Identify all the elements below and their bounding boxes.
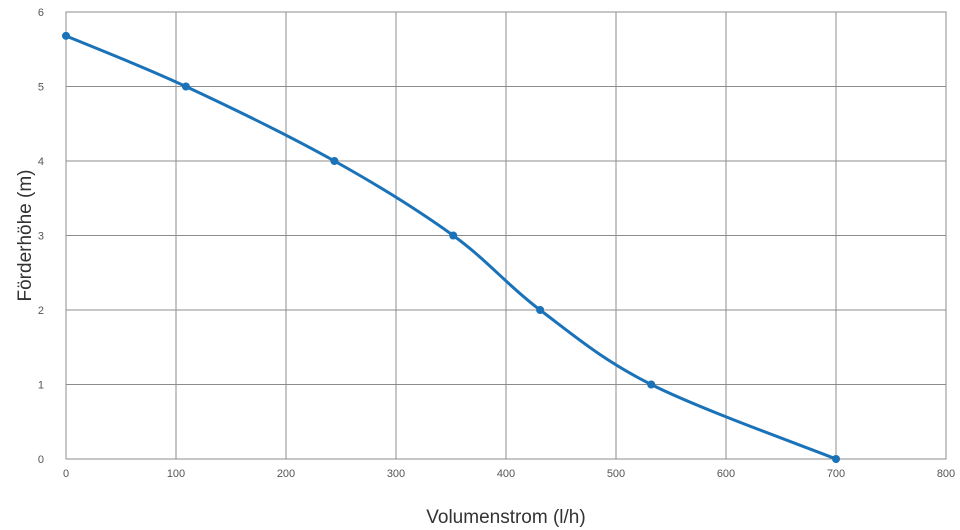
y-tick-label: 6: [38, 7, 44, 19]
data-point: [330, 157, 339, 165]
grid: [65, 11, 947, 460]
data-point: [536, 306, 545, 314]
x-tick-label: 0: [63, 468, 69, 480]
y-axis-ticks: 0 1 2 3 4 5 6: [38, 7, 44, 466]
plot-frame: [65, 11, 947, 460]
x-tick-label: 800: [937, 468, 955, 480]
x-tick-label: 600: [717, 468, 735, 480]
y-tick-label: 4: [38, 156, 44, 168]
data-point: [647, 380, 656, 389]
series-line: [64, 34, 838, 461]
y-tick-label: 5: [38, 82, 44, 94]
x-tick-label: 700: [827, 468, 845, 480]
x-tick-label: 200: [277, 468, 295, 480]
series: [62, 31, 840, 463]
x-tick-label: 300: [387, 468, 405, 480]
x-tick-label: 400: [497, 468, 515, 480]
y-tick-label: 3: [38, 231, 44, 243]
y-tick-label: 2: [38, 305, 44, 317]
x-tick-label: 100: [167, 468, 185, 480]
x-tick-label: 500: [607, 468, 625, 480]
data-point: [181, 82, 190, 91]
data-point: [832, 455, 840, 463]
x-axis-label: Volumenstrom (l/h): [426, 507, 585, 528]
data-point: [449, 231, 458, 240]
y-tick-label: 0: [38, 454, 44, 466]
y-axis-label: Förderhöhe (m): [15, 170, 36, 302]
data-point: [62, 31, 70, 40]
y-tick-label: 1: [38, 380, 44, 392]
x-axis-ticks: 0 100 200 300 400 500 600 700 800: [63, 468, 955, 480]
